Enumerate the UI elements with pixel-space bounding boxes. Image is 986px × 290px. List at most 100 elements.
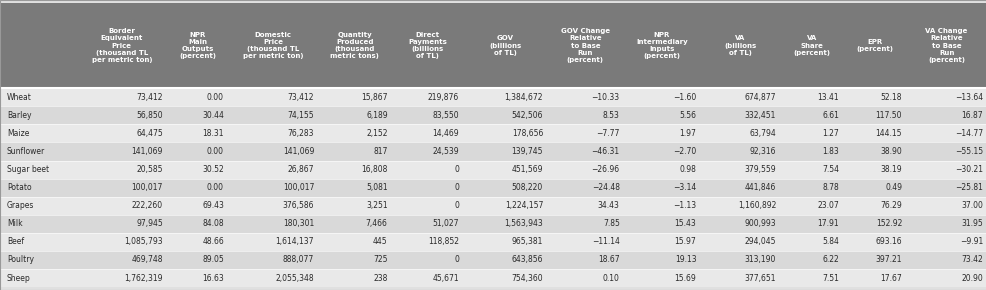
- Bar: [228, 142, 317, 160]
- Bar: [167, 3, 228, 88]
- Bar: [0, 160, 77, 179]
- Text: 15.97: 15.97: [674, 238, 696, 246]
- Text: 56,850: 56,850: [136, 111, 163, 120]
- Bar: [391, 160, 462, 179]
- Bar: [462, 179, 546, 197]
- Bar: [779, 88, 842, 106]
- Bar: [842, 215, 905, 233]
- Text: 8.53: 8.53: [602, 111, 619, 120]
- Bar: [317, 88, 391, 106]
- Text: 52.18: 52.18: [880, 93, 901, 102]
- Text: 141,069: 141,069: [283, 147, 314, 156]
- Text: 1,614,137: 1,614,137: [275, 238, 314, 246]
- Bar: [167, 106, 228, 124]
- Text: 5.56: 5.56: [678, 111, 696, 120]
- Bar: [546, 179, 623, 197]
- Bar: [0, 142, 77, 160]
- Bar: [623, 269, 700, 287]
- Text: 1,762,319: 1,762,319: [124, 273, 163, 282]
- Bar: [228, 3, 317, 88]
- Text: 376,586: 376,586: [282, 201, 314, 210]
- Bar: [462, 142, 546, 160]
- Text: 445: 445: [373, 238, 387, 246]
- Bar: [700, 269, 779, 287]
- Bar: [623, 106, 700, 124]
- Bar: [700, 215, 779, 233]
- Bar: [391, 251, 462, 269]
- Bar: [0, 106, 77, 124]
- Bar: [842, 3, 905, 88]
- Text: 18.31: 18.31: [202, 129, 224, 138]
- Text: Beef: Beef: [7, 238, 24, 246]
- Text: 3,251: 3,251: [366, 201, 387, 210]
- Text: 2,152: 2,152: [366, 129, 387, 138]
- Bar: [167, 88, 228, 106]
- Text: −3.14: −3.14: [672, 183, 696, 192]
- Text: NPR
Intermediary
Inputs
(percent): NPR Intermediary Inputs (percent): [636, 32, 687, 59]
- Bar: [0, 233, 77, 251]
- Text: 76.29: 76.29: [880, 201, 901, 210]
- Bar: [700, 251, 779, 269]
- Text: 23.07: 23.07: [816, 201, 838, 210]
- Text: Sheep: Sheep: [7, 273, 31, 282]
- Bar: [167, 160, 228, 179]
- Text: 51,027: 51,027: [432, 219, 458, 228]
- Text: 139,745: 139,745: [511, 147, 542, 156]
- Text: 14,469: 14,469: [432, 129, 458, 138]
- Text: −46.31: −46.31: [591, 147, 619, 156]
- Bar: [228, 160, 317, 179]
- Bar: [0, 88, 77, 106]
- Text: 31.95: 31.95: [960, 219, 982, 228]
- Bar: [842, 233, 905, 251]
- Text: 6,189: 6,189: [366, 111, 387, 120]
- Bar: [228, 197, 317, 215]
- Bar: [842, 124, 905, 142]
- Bar: [905, 215, 986, 233]
- Bar: [462, 88, 546, 106]
- Text: 92,316: 92,316: [749, 147, 775, 156]
- Bar: [779, 197, 842, 215]
- Bar: [462, 160, 546, 179]
- Bar: [842, 160, 905, 179]
- Bar: [842, 142, 905, 160]
- Text: 118,852: 118,852: [428, 238, 458, 246]
- Text: 30.44: 30.44: [202, 111, 224, 120]
- Bar: [905, 160, 986, 179]
- Bar: [228, 106, 317, 124]
- Text: 1,160,892: 1,160,892: [738, 201, 775, 210]
- Bar: [462, 124, 546, 142]
- Bar: [317, 142, 391, 160]
- Bar: [317, 179, 391, 197]
- Text: 0: 0: [454, 255, 458, 264]
- Bar: [700, 142, 779, 160]
- Text: 1.27: 1.27: [821, 129, 838, 138]
- Text: 16.87: 16.87: [960, 111, 982, 120]
- Bar: [623, 88, 700, 106]
- Bar: [77, 179, 167, 197]
- Text: 2,055,348: 2,055,348: [275, 273, 314, 282]
- Bar: [779, 233, 842, 251]
- Text: Quantity
Produced
(thousand
metric tons): Quantity Produced (thousand metric tons): [330, 32, 379, 59]
- Text: 180,301: 180,301: [283, 219, 314, 228]
- Bar: [228, 88, 317, 106]
- Text: 238: 238: [373, 273, 387, 282]
- Bar: [77, 233, 167, 251]
- Bar: [779, 179, 842, 197]
- Bar: [167, 251, 228, 269]
- Bar: [623, 197, 700, 215]
- Text: 38.19: 38.19: [880, 165, 901, 174]
- Text: 17.67: 17.67: [880, 273, 901, 282]
- Text: 888,077: 888,077: [283, 255, 314, 264]
- Text: Direct
Payments
(billions
of TL): Direct Payments (billions of TL): [407, 32, 447, 59]
- Bar: [779, 215, 842, 233]
- Text: VA Change
Relative
to Base
Run
(percent): VA Change Relative to Base Run (percent): [925, 28, 967, 63]
- Bar: [700, 3, 779, 88]
- Bar: [905, 124, 986, 142]
- Bar: [623, 160, 700, 179]
- Bar: [391, 233, 462, 251]
- Text: 34.43: 34.43: [598, 201, 619, 210]
- Bar: [0, 124, 77, 142]
- Text: Poultry: Poultry: [7, 255, 34, 264]
- Text: −13.64: −13.64: [954, 93, 982, 102]
- Bar: [77, 160, 167, 179]
